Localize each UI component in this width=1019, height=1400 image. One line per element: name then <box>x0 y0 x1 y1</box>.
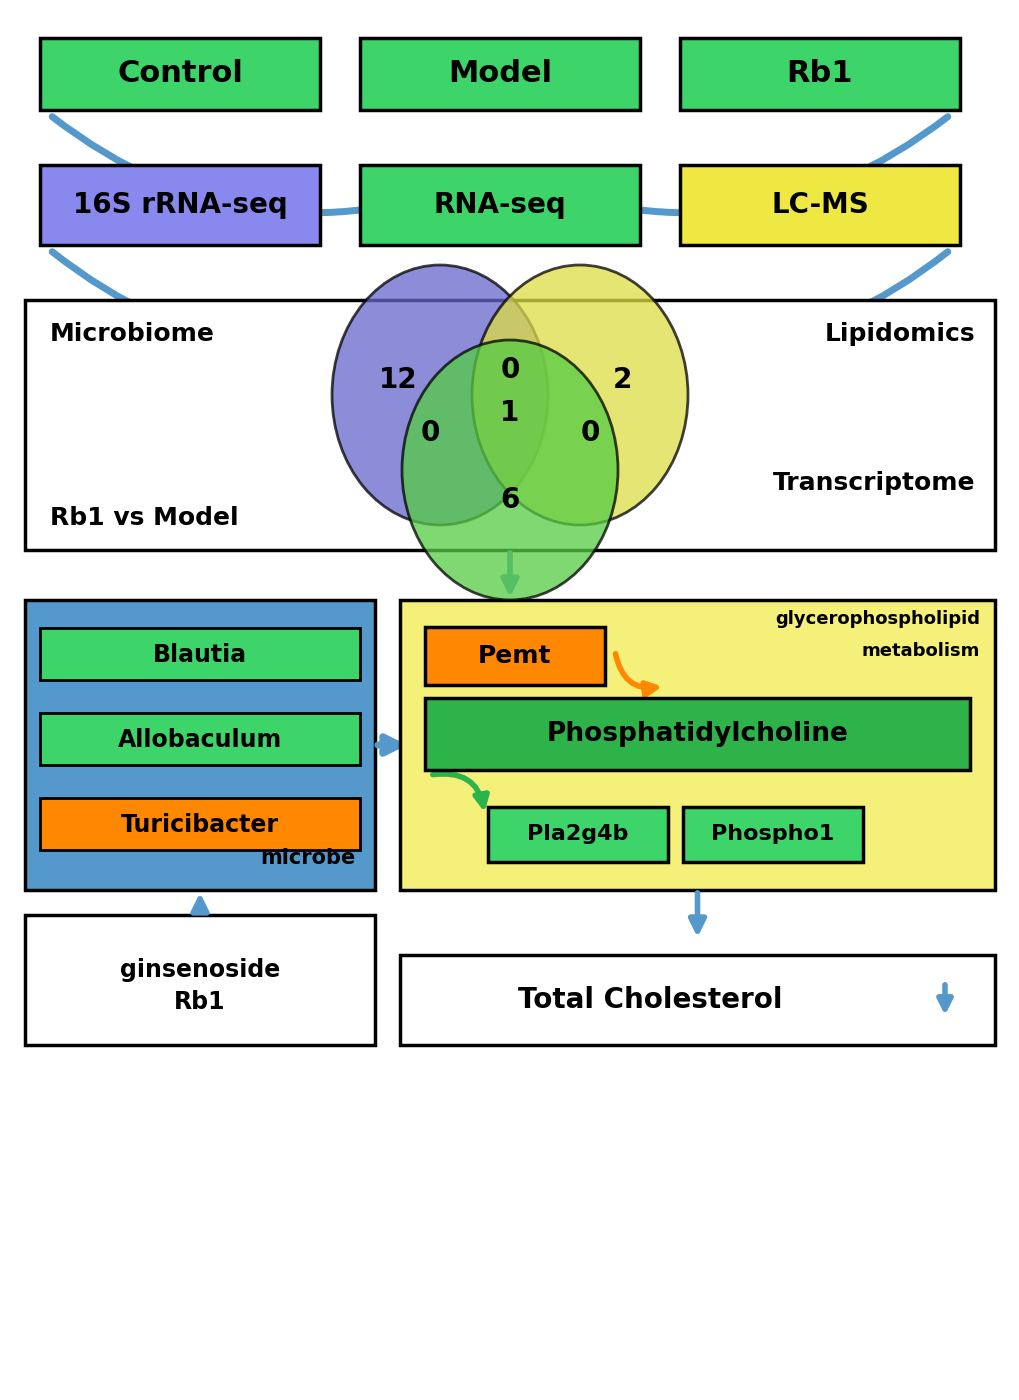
Text: Pla2g4b: Pla2g4b <box>527 825 628 844</box>
Text: 1: 1 <box>500 399 519 427</box>
Text: 6: 6 <box>500 486 519 514</box>
FancyBboxPatch shape <box>425 627 604 685</box>
FancyBboxPatch shape <box>487 806 667 862</box>
FancyBboxPatch shape <box>40 713 360 764</box>
Text: RNA-seq: RNA-seq <box>433 190 566 218</box>
Text: LC-MS: LC-MS <box>770 190 868 218</box>
FancyBboxPatch shape <box>399 955 994 1044</box>
FancyBboxPatch shape <box>680 38 959 111</box>
FancyBboxPatch shape <box>40 798 360 850</box>
Text: Rb1: Rb1 <box>786 59 853 88</box>
FancyBboxPatch shape <box>680 165 959 245</box>
Text: Control: Control <box>117 59 243 88</box>
Text: 0: 0 <box>420 419 439 447</box>
Text: metabolism: metabolism <box>861 643 979 659</box>
FancyBboxPatch shape <box>25 300 994 550</box>
FancyBboxPatch shape <box>399 601 994 890</box>
FancyBboxPatch shape <box>40 629 360 680</box>
Ellipse shape <box>401 340 618 601</box>
Text: Pemt: Pemt <box>478 644 551 668</box>
Text: microbe: microbe <box>260 848 355 868</box>
FancyBboxPatch shape <box>683 806 862 862</box>
FancyBboxPatch shape <box>360 165 639 245</box>
FancyBboxPatch shape <box>360 38 639 111</box>
Text: Rb1: Rb1 <box>174 990 225 1014</box>
Text: Microbiome: Microbiome <box>50 322 215 346</box>
Text: Phospho1: Phospho1 <box>710 825 834 844</box>
Text: 2: 2 <box>611 365 631 393</box>
Text: 0: 0 <box>580 419 599 447</box>
FancyBboxPatch shape <box>40 38 320 111</box>
Text: glycerophospholipid: glycerophospholipid <box>774 610 979 629</box>
Text: Model: Model <box>447 59 551 88</box>
Text: Total Cholesterol: Total Cholesterol <box>518 986 782 1014</box>
Text: 12: 12 <box>378 365 417 393</box>
Text: ginsenoside: ginsenoside <box>120 958 280 981</box>
Ellipse shape <box>472 265 688 525</box>
FancyBboxPatch shape <box>25 916 375 1044</box>
Text: Blautia: Blautia <box>153 643 247 666</box>
Text: 0: 0 <box>500 356 519 384</box>
Text: Turicibacter: Turicibacter <box>121 813 279 837</box>
FancyBboxPatch shape <box>25 601 375 890</box>
FancyBboxPatch shape <box>40 165 320 245</box>
Text: Transcriptome: Transcriptome <box>771 470 974 496</box>
Ellipse shape <box>331 265 547 525</box>
FancyBboxPatch shape <box>425 699 969 770</box>
Text: Phosphatidylcholine: Phosphatidylcholine <box>546 721 848 748</box>
Text: Allobaculum: Allobaculum <box>118 728 282 752</box>
Text: Rb1 vs Model: Rb1 vs Model <box>50 505 238 531</box>
Text: Lipidomics: Lipidomics <box>823 322 974 346</box>
Text: 16S rRNA-seq: 16S rRNA-seq <box>72 190 287 218</box>
